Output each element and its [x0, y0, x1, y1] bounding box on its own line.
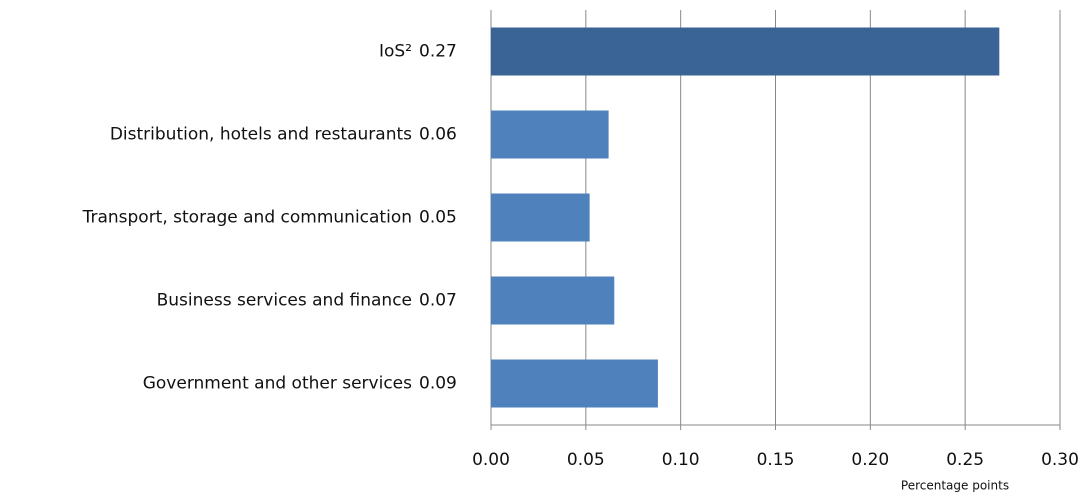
- bar: [491, 110, 609, 159]
- bar: [491, 27, 1000, 76]
- x-axis-title: Percentage points: [901, 479, 1009, 493]
- value-label: 0.06: [419, 125, 457, 145]
- x-tick-label: 0.00: [472, 450, 510, 470]
- bar: [491, 193, 590, 242]
- x-tick-label: 0.05: [567, 450, 605, 470]
- x-tick-label: 0.30: [1041, 450, 1079, 470]
- category-label: IoS²: [379, 42, 412, 62]
- bar: [491, 359, 658, 408]
- category-label: Business services and finance: [157, 291, 412, 311]
- category-label: Distribution, hotels and restaurants: [110, 125, 412, 145]
- x-tick-label: 0.15: [757, 450, 795, 470]
- bar: [491, 276, 615, 325]
- x-tick-label: 0.20: [851, 450, 889, 470]
- x-tick-label: 0.10: [662, 450, 700, 470]
- value-label: 0.07: [419, 291, 457, 311]
- category-label: Transport, storage and communication: [82, 208, 412, 228]
- value-label: 0.09: [419, 374, 457, 394]
- value-label: 0.05: [419, 208, 457, 228]
- category-label: Government and other services: [143, 374, 412, 394]
- value-label: 0.27: [419, 42, 457, 62]
- x-tick-label: 0.25: [946, 450, 984, 470]
